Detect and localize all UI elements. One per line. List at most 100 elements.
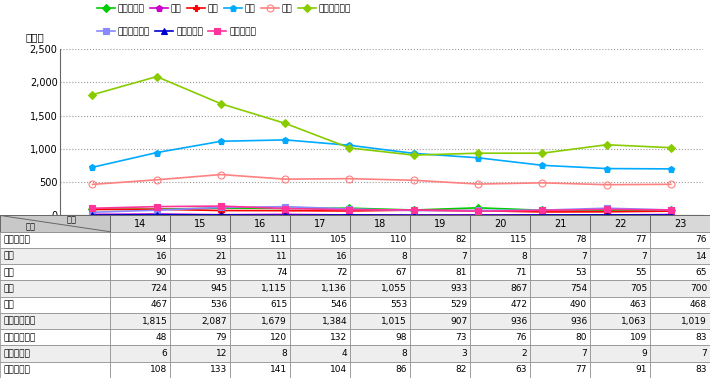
Text: 逐捕・監禁: 逐捕・監禁 (4, 349, 31, 358)
FancyBboxPatch shape (470, 329, 530, 345)
FancyBboxPatch shape (530, 280, 590, 297)
FancyBboxPatch shape (410, 313, 470, 329)
Text: 1,815: 1,815 (141, 317, 168, 325)
Text: 12: 12 (216, 349, 227, 358)
傍害 (345, 177, 354, 181)
FancyBboxPatch shape (530, 215, 590, 232)
逐捕・監禁 (345, 213, 354, 217)
Text: 907: 907 (450, 317, 467, 325)
FancyBboxPatch shape (170, 215, 230, 232)
FancyBboxPatch shape (170, 248, 230, 264)
Line: 強姦: 強姦 (89, 206, 674, 215)
Text: 83: 83 (696, 366, 707, 374)
Text: 1,115: 1,115 (261, 284, 287, 293)
FancyBboxPatch shape (650, 215, 710, 232)
Text: 強制わいせつ: 強制わいせつ (4, 317, 36, 325)
FancyBboxPatch shape (230, 313, 290, 329)
公然わいせつ (153, 208, 161, 212)
FancyBboxPatch shape (170, 232, 230, 248)
FancyBboxPatch shape (410, 362, 470, 378)
逐捕・監禁 (410, 213, 418, 217)
FancyBboxPatch shape (290, 297, 350, 313)
略取・誘拐 (281, 206, 290, 211)
傍害 (538, 181, 547, 185)
暴行 (410, 151, 418, 156)
FancyBboxPatch shape (410, 248, 470, 264)
殺人（件） (88, 207, 97, 211)
強制わいせつ (88, 93, 97, 97)
Text: 19: 19 (434, 218, 446, 229)
Line: 強制わいせつ: 強制わいせつ (89, 74, 674, 158)
FancyBboxPatch shape (410, 297, 470, 313)
強姦 (602, 209, 611, 214)
FancyBboxPatch shape (410, 215, 470, 232)
Text: 区分: 区分 (26, 223, 36, 232)
Text: 73: 73 (456, 333, 467, 342)
FancyBboxPatch shape (0, 248, 110, 264)
Text: 472: 472 (510, 301, 527, 309)
強制わいせつ (667, 146, 675, 150)
強盗 (281, 212, 290, 217)
FancyBboxPatch shape (410, 280, 470, 297)
FancyBboxPatch shape (290, 313, 350, 329)
FancyBboxPatch shape (530, 313, 590, 329)
殺人（件） (538, 208, 547, 212)
FancyBboxPatch shape (110, 362, 170, 378)
FancyBboxPatch shape (530, 297, 590, 313)
暴行 (345, 143, 354, 147)
FancyBboxPatch shape (230, 362, 290, 378)
Text: 14: 14 (696, 252, 707, 260)
FancyBboxPatch shape (470, 313, 530, 329)
Line: 逐捕・監禁: 逐捕・監禁 (89, 211, 674, 219)
Text: 16: 16 (336, 252, 347, 260)
Text: 467: 467 (150, 301, 168, 309)
強盗 (153, 212, 161, 216)
Text: 79: 79 (216, 333, 227, 342)
FancyBboxPatch shape (350, 264, 410, 280)
Text: 77: 77 (635, 235, 648, 244)
強姦 (281, 208, 290, 213)
Text: 傍害: 傍害 (4, 301, 14, 309)
FancyBboxPatch shape (110, 248, 170, 264)
Text: 16: 16 (155, 252, 168, 260)
FancyBboxPatch shape (110, 329, 170, 345)
Text: 11: 11 (275, 252, 287, 260)
FancyBboxPatch shape (470, 248, 530, 264)
FancyBboxPatch shape (290, 264, 350, 280)
Text: 76: 76 (696, 235, 707, 244)
略取・誘拐 (538, 208, 547, 212)
FancyBboxPatch shape (650, 248, 710, 264)
Text: 殺人（件）: 殺人（件） (4, 235, 31, 244)
FancyBboxPatch shape (650, 297, 710, 313)
FancyBboxPatch shape (590, 362, 650, 378)
Text: 936: 936 (510, 317, 527, 325)
Line: 公然わいせつ: 公然わいせつ (89, 204, 674, 215)
FancyBboxPatch shape (470, 362, 530, 378)
FancyBboxPatch shape (470, 345, 530, 362)
FancyBboxPatch shape (290, 215, 350, 232)
Text: 22: 22 (613, 218, 626, 229)
公然わいせつ (217, 205, 225, 210)
Text: 463: 463 (630, 301, 648, 309)
強盗 (217, 212, 225, 217)
Text: 1,384: 1,384 (322, 317, 347, 325)
殺人（件） (153, 207, 161, 212)
逐捕・監禁 (538, 213, 547, 217)
FancyBboxPatch shape (650, 232, 710, 248)
FancyBboxPatch shape (170, 329, 230, 345)
FancyBboxPatch shape (0, 280, 110, 297)
FancyBboxPatch shape (290, 280, 350, 297)
FancyBboxPatch shape (170, 362, 230, 378)
FancyBboxPatch shape (470, 297, 530, 313)
殺人（件） (410, 208, 418, 212)
FancyBboxPatch shape (290, 232, 350, 248)
公然わいせつ (474, 208, 482, 213)
FancyBboxPatch shape (230, 297, 290, 313)
略取・誘拐 (217, 204, 225, 208)
公然わいせつ (345, 207, 354, 211)
FancyBboxPatch shape (350, 313, 410, 329)
FancyBboxPatch shape (170, 297, 230, 313)
FancyBboxPatch shape (350, 232, 410, 248)
強姦 (538, 210, 547, 214)
FancyBboxPatch shape (290, 345, 350, 362)
